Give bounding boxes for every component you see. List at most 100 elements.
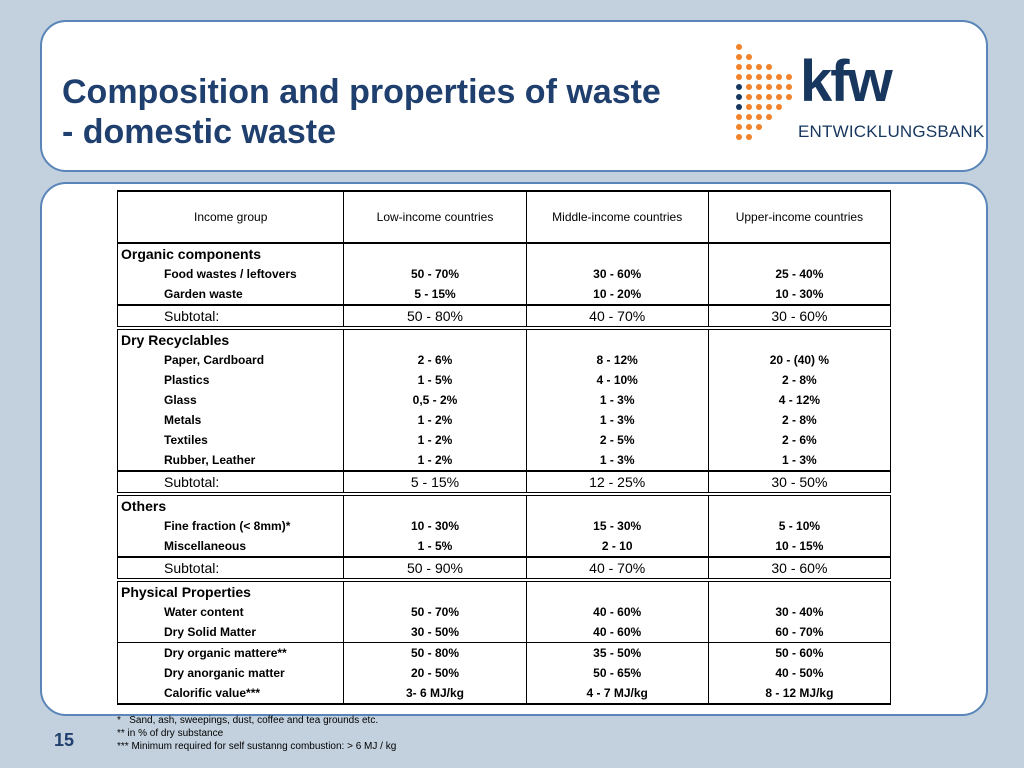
cell-value: 8 - 12% (525, 350, 709, 370)
logo-dot (766, 94, 772, 100)
logo-dot (736, 84, 742, 90)
logo-dot (736, 94, 742, 100)
table-row: Water content 50 - 70% 40 - 60% 30 - 40% (116, 602, 892, 622)
subtotal-value: 30 - 60% (707, 556, 892, 582)
header-middle-income: Middle-income countries (525, 190, 709, 244)
section-title: Dry Recyclables (116, 328, 345, 350)
row-label: Textiles (116, 430, 345, 450)
subtotal-value: 50 - 90% (343, 556, 527, 582)
cell-value: 50 - 65% (525, 663, 709, 683)
table-header-row: Income group Low-income countries Middle… (116, 190, 892, 244)
logo-dot (746, 54, 752, 60)
logo-dot (746, 84, 752, 90)
row-label: Water content (116, 602, 345, 622)
cell-value: 2 - 5% (525, 430, 709, 450)
logo-subtitle: ENTWICKLUNGSBANK (798, 122, 985, 141)
cell-value: 20 - 50% (343, 663, 527, 683)
subtotal-value: 12 - 25% (525, 470, 709, 496)
logo-dot (766, 84, 772, 90)
cell-value: 10 - 20% (525, 284, 709, 305)
table-row: Metals 1 - 2% 1 - 3% 2 - 8% (116, 410, 892, 430)
cell-value: 20 - (40) % (707, 350, 892, 370)
table-row: Glass 0,5 - 2% 1 - 3% 4 - 12% (116, 390, 892, 410)
cell-value: 3- 6 MJ/kg (343, 683, 527, 705)
logo-dot (756, 104, 762, 110)
section-title: Organic components (116, 243, 345, 264)
cell-value: 40 - 60% (525, 602, 709, 622)
row-label: Metals (116, 410, 345, 430)
logo-dot (756, 74, 762, 80)
logo-dot (746, 124, 752, 130)
section-row-organic: Organic components (116, 243, 892, 264)
logo-dot (746, 134, 752, 140)
cell-value: 40 - 60% (525, 622, 709, 643)
cell-value: 15 - 30% (525, 516, 709, 536)
header-upper-income: Upper-income countries (707, 190, 892, 244)
cell-value: 1 - 3% (707, 450, 892, 471)
logo-dot (756, 114, 762, 120)
section-row-physical: Physical Properties (116, 580, 892, 602)
logo-dot (756, 94, 762, 100)
row-label: Dry organic mattere** (116, 642, 345, 663)
cell-value: 40 - 50% (707, 663, 892, 683)
kfw-logo: kfw ENTWICKLUNGSBANK (734, 42, 984, 152)
cell-value: 1 - 3% (525, 410, 709, 430)
cell-value: 4 - 12% (707, 390, 892, 410)
logo-dot (766, 104, 772, 110)
cell-value: 1 - 2% (343, 430, 527, 450)
subtotal-value: 40 - 70% (525, 556, 709, 582)
cell-value: 1 - 3% (525, 390, 709, 410)
subtotal-row: Subtotal: 50 - 80% 40 - 70% 30 - 60% (116, 304, 892, 330)
table-row: Dry anorganic matter 20 - 50% 50 - 65% 4… (116, 663, 892, 683)
table-row: Rubber, Leather 1 - 2% 1 - 3% 1 - 3% (116, 450, 892, 471)
subtotal-value: 40 - 70% (525, 304, 709, 330)
cell-value: 25 - 40% (707, 264, 892, 284)
slide-title-line2: - domestic waste (62, 113, 336, 151)
row-label: Dry Solid Matter (116, 622, 345, 643)
subtotal-value: 30 - 60% (707, 304, 892, 330)
logo-dot (746, 74, 752, 80)
logo-dots-icon (736, 44, 792, 140)
logo-dot (786, 84, 792, 90)
table-row: Paper, Cardboard 2 - 6% 8 - 12% 20 - (40… (116, 350, 892, 370)
table-row: Plastics 1 - 5% 4 - 10% 2 - 8% (116, 370, 892, 390)
logo-dot (766, 64, 772, 70)
cell-value: 30 - 40% (707, 602, 892, 622)
logo-dot (746, 64, 752, 70)
cell-value: 60 - 70% (707, 622, 892, 643)
logo-dot (736, 114, 742, 120)
row-label: Paper, Cardboard (116, 350, 345, 370)
cell-value: 0,5 - 2% (343, 390, 527, 410)
table-row: Calorific value*** 3- 6 MJ/kg 4 - 7 MJ/k… (116, 683, 892, 705)
logo-dot (776, 74, 782, 80)
section-title: Physical Properties (116, 580, 345, 602)
logo-dot (736, 54, 742, 60)
cell-value: 50 - 60% (707, 642, 892, 663)
cell-value: 1 - 5% (343, 370, 527, 390)
logo-dot (786, 74, 792, 80)
cell-value: 10 - 15% (707, 536, 892, 557)
logo-dot (736, 104, 742, 110)
table-row: Textiles 1 - 2% 2 - 5% 2 - 6% (116, 430, 892, 450)
logo-dot (766, 74, 772, 80)
cell-value: 1 - 2% (343, 410, 527, 430)
cell-value: 1 - 2% (343, 450, 527, 471)
cell-value: 4 - 10% (525, 370, 709, 390)
cell-value: 50 - 80% (343, 642, 527, 663)
logo-dot (746, 94, 752, 100)
row-label: Plastics (116, 370, 345, 390)
logo-dot (776, 104, 782, 110)
cell-value: 2 - 6% (707, 430, 892, 450)
logo-dot (766, 114, 772, 120)
logo-dot (736, 124, 742, 130)
section-row-others: Others (116, 494, 892, 516)
cell-value: 5 - 15% (343, 284, 527, 305)
cell-value: 4 - 7 MJ/kg (525, 683, 709, 705)
cell-value: 1 - 3% (525, 450, 709, 471)
row-label: Dry anorganic matter (116, 663, 345, 683)
row-label: Glass (116, 390, 345, 410)
logo-dot (756, 64, 762, 70)
cell-value: 2 - 8% (707, 370, 892, 390)
table-row: Food wastes / leftovers 50 - 70% 30 - 60… (116, 264, 892, 284)
table-row: Garden waste 5 - 15% 10 - 20% 10 - 30% (116, 284, 892, 305)
